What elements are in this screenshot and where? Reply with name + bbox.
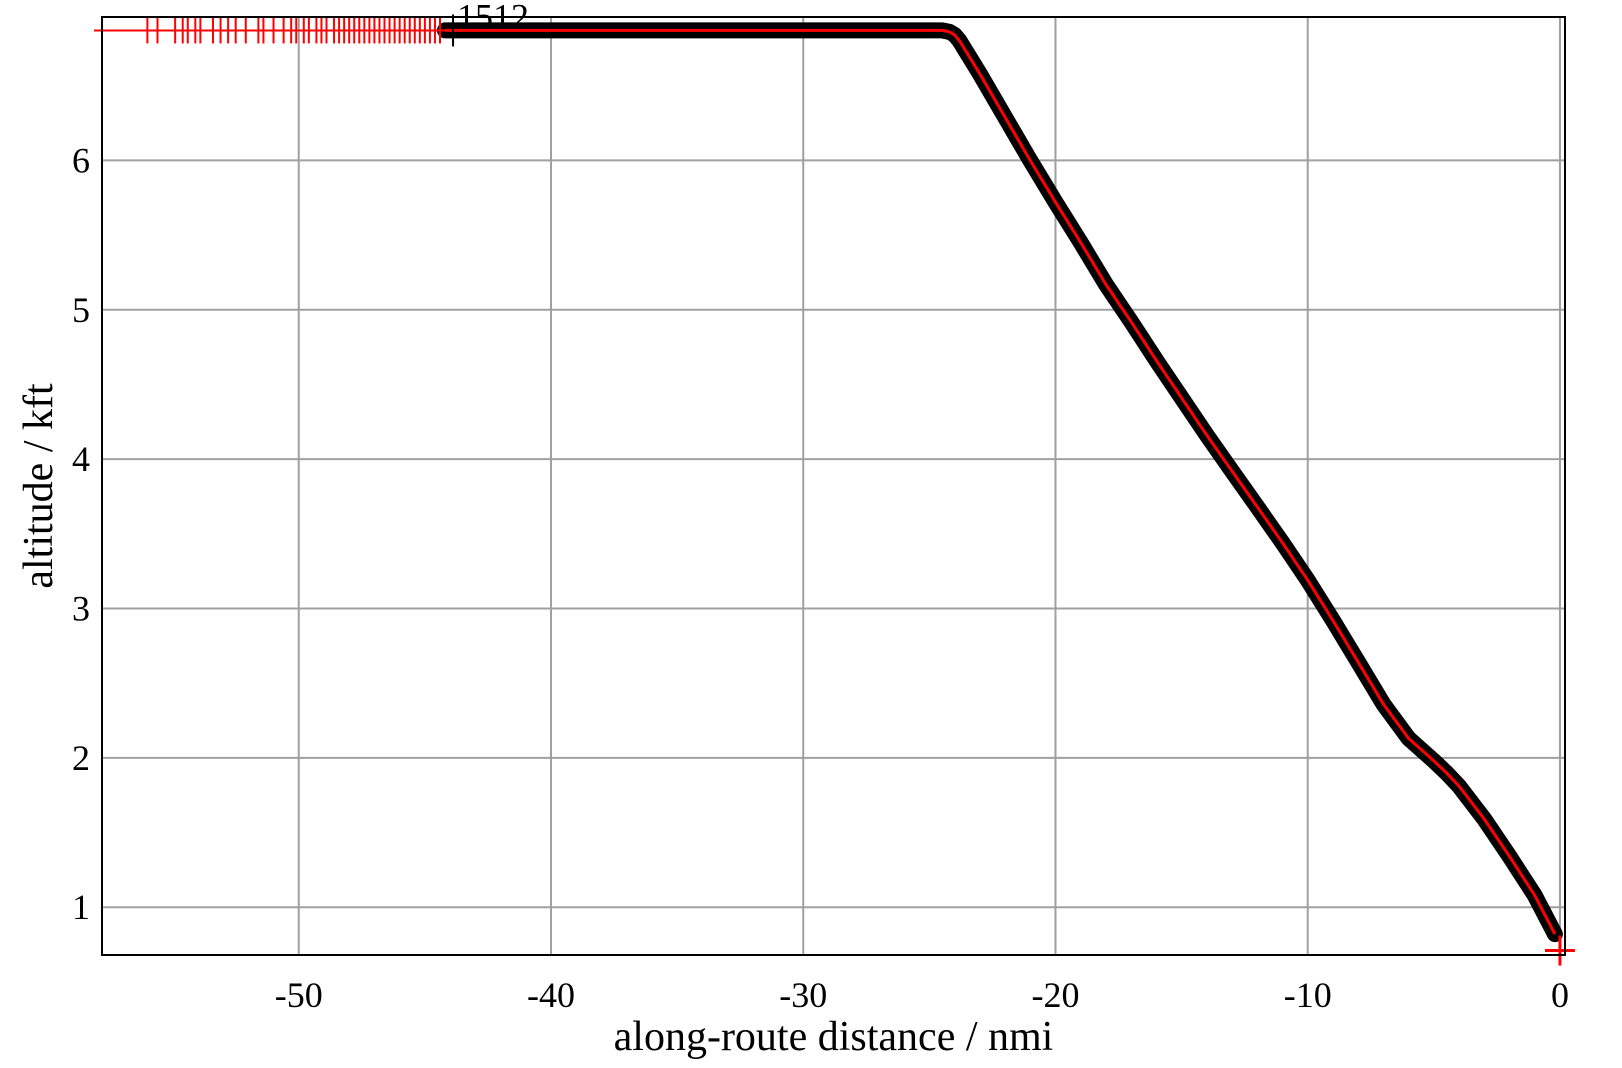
x-tick-label: -40 [527, 975, 575, 1015]
x-tick-label: -50 [275, 975, 323, 1015]
x-tick-label: -30 [779, 975, 827, 1015]
x-tick-label: -10 [1284, 975, 1332, 1015]
marker-layer [94, 14, 1575, 966]
y-axis-ticks: 1 2 3 4 5 6 [72, 140, 90, 927]
y-tick-label: 2 [72, 738, 90, 778]
series-line [445, 28, 1557, 935]
series-line-outline [437, 22, 1563, 943]
x-axis-label: along-route distance / nmi [614, 1014, 1054, 1060]
y-tick-label: 5 [72, 290, 90, 330]
grid-lines [102, 17, 1565, 955]
series-layer [437, 22, 1563, 943]
y-tick-label: 4 [72, 439, 90, 479]
annotation-label: 1512 [457, 0, 529, 36]
plot-frame [101, 16, 1566, 956]
y-tick-label: 1 [72, 887, 90, 927]
y-tick-label: 6 [72, 140, 90, 180]
y-axis-label: altitude / kft [16, 383, 62, 589]
x-tick-label: -20 [1031, 975, 1079, 1015]
y-tick-label: 3 [72, 588, 90, 628]
x-axis-ticks: -50 -40 -30 -20 -10 0 [275, 975, 1569, 1015]
x-tick-label: 0 [1551, 975, 1569, 1015]
